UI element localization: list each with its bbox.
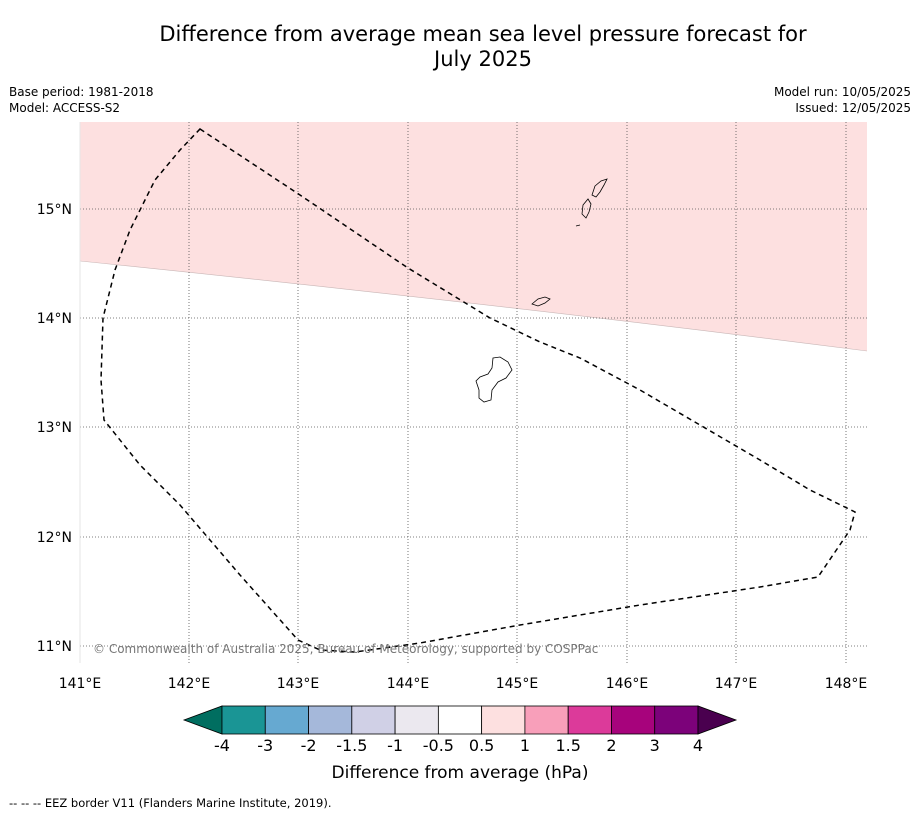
- colorbar-tick-9: 2: [606, 736, 616, 755]
- colorbar-segment-6: [481, 705, 526, 735]
- colorbar-segment-2: [308, 705, 353, 735]
- colorbar-extend-high: [697, 705, 738, 735]
- anomaly-contour-line: [79, 260, 868, 352]
- rota-island-outline: [531, 296, 551, 307]
- colorbar-tick-10: 3: [650, 736, 660, 755]
- colorbar-segment-5: [437, 705, 483, 735]
- issued-text: Issued: 12/05/2025: [795, 101, 911, 115]
- colorbar-segment-1: [264, 705, 309, 735]
- lat-tick-labels: 15°N 14°N 13°N 12°N 11°N: [37, 202, 72, 655]
- colorbar-tick-7: 1: [520, 736, 530, 755]
- colorbar: [182, 705, 738, 735]
- lon-label-147: 147°E: [715, 676, 758, 692]
- lat-label-12: 12°N: [37, 530, 72, 546]
- colorbar-segment-7: [524, 705, 569, 735]
- colorbar-tick-1: -3: [257, 736, 273, 755]
- aguijan-island-outline: [575, 224, 581, 227]
- lon-label-143: 143°E: [277, 676, 320, 692]
- lon-label-146: 146°E: [606, 676, 649, 692]
- colorbar-tick-labels: -4 -3 -2 -1.5 -1 -0.5 0.5 1 1.5 2 3 4: [214, 736, 703, 755]
- colorbar-segment-4: [394, 705, 439, 735]
- lon-tick-labels: 141°E 142°E 143°E 144°E 145°E 146°E 147°…: [59, 676, 868, 692]
- colorbar-tick-4: -1: [387, 736, 403, 755]
- lon-label-144: 144°E: [387, 676, 430, 692]
- lon-label-145: 145°E: [496, 676, 539, 692]
- map-title-line2: July 2025: [434, 47, 532, 71]
- lon-label-142: 142°E: [168, 676, 211, 692]
- model-run-text: Model run: 10/05/2025: [773, 85, 911, 99]
- colorbar-extend-low: [182, 705, 223, 735]
- eez-footnote: -- -- -- EEZ border V11 (Flanders Marine…: [9, 796, 332, 810]
- colorbar-segment-10: [654, 705, 699, 735]
- model-text: Model: ACCESS-S2: [9, 101, 121, 115]
- lon-label-141: 141°E: [59, 676, 102, 692]
- lat-label-15: 15°N: [37, 202, 72, 218]
- colorbar-tick-11: 4: [693, 736, 703, 755]
- colorbar-tick-6: 0.5: [469, 736, 494, 755]
- lat-label-13: 13°N: [37, 420, 72, 436]
- tinian-island-outline: [581, 198, 592, 219]
- saipan-island-outline: [591, 178, 608, 198]
- colorbar-label: Difference from average (hPa): [332, 763, 589, 783]
- meta-left: Base period: 1981-2018 Model: ACCESS-S2: [9, 84, 154, 116]
- colorbar-tick-8: 1.5: [555, 736, 580, 755]
- base-period-text: Base period: 1981-2018: [9, 85, 154, 99]
- graticule: [80, 122, 867, 663]
- lat-label-11: 11°N: [37, 639, 72, 655]
- lon-label-148: 148°E: [825, 676, 868, 692]
- colorbar-segment-8: [567, 705, 612, 735]
- lat-label-14: 14°N: [37, 311, 72, 327]
- colorbar-tick-5: -0.5: [423, 736, 454, 755]
- map-title-line1: Difference from average mean sea level p…: [159, 22, 807, 46]
- colorbar-segment-0: [221, 705, 266, 735]
- copyright-text: © Commonwealth of Australia 2025, Bureau…: [93, 642, 598, 656]
- guam-island-outline: [475, 356, 513, 403]
- colorbar-tick-3: -1.5: [336, 736, 367, 755]
- meta-right: Model run: 10/05/2025 Issued: 12/05/2025: [774, 84, 911, 116]
- colorbar-tick-2: -2: [301, 736, 317, 755]
- colorbar-tick-0: -4: [214, 736, 230, 755]
- eez-border: [100, 128, 856, 653]
- colorbar-segment-3: [351, 705, 396, 735]
- colorbar-segment-9: [611, 705, 656, 735]
- map-title: Difference from average mean sea level p…: [0, 22, 919, 72]
